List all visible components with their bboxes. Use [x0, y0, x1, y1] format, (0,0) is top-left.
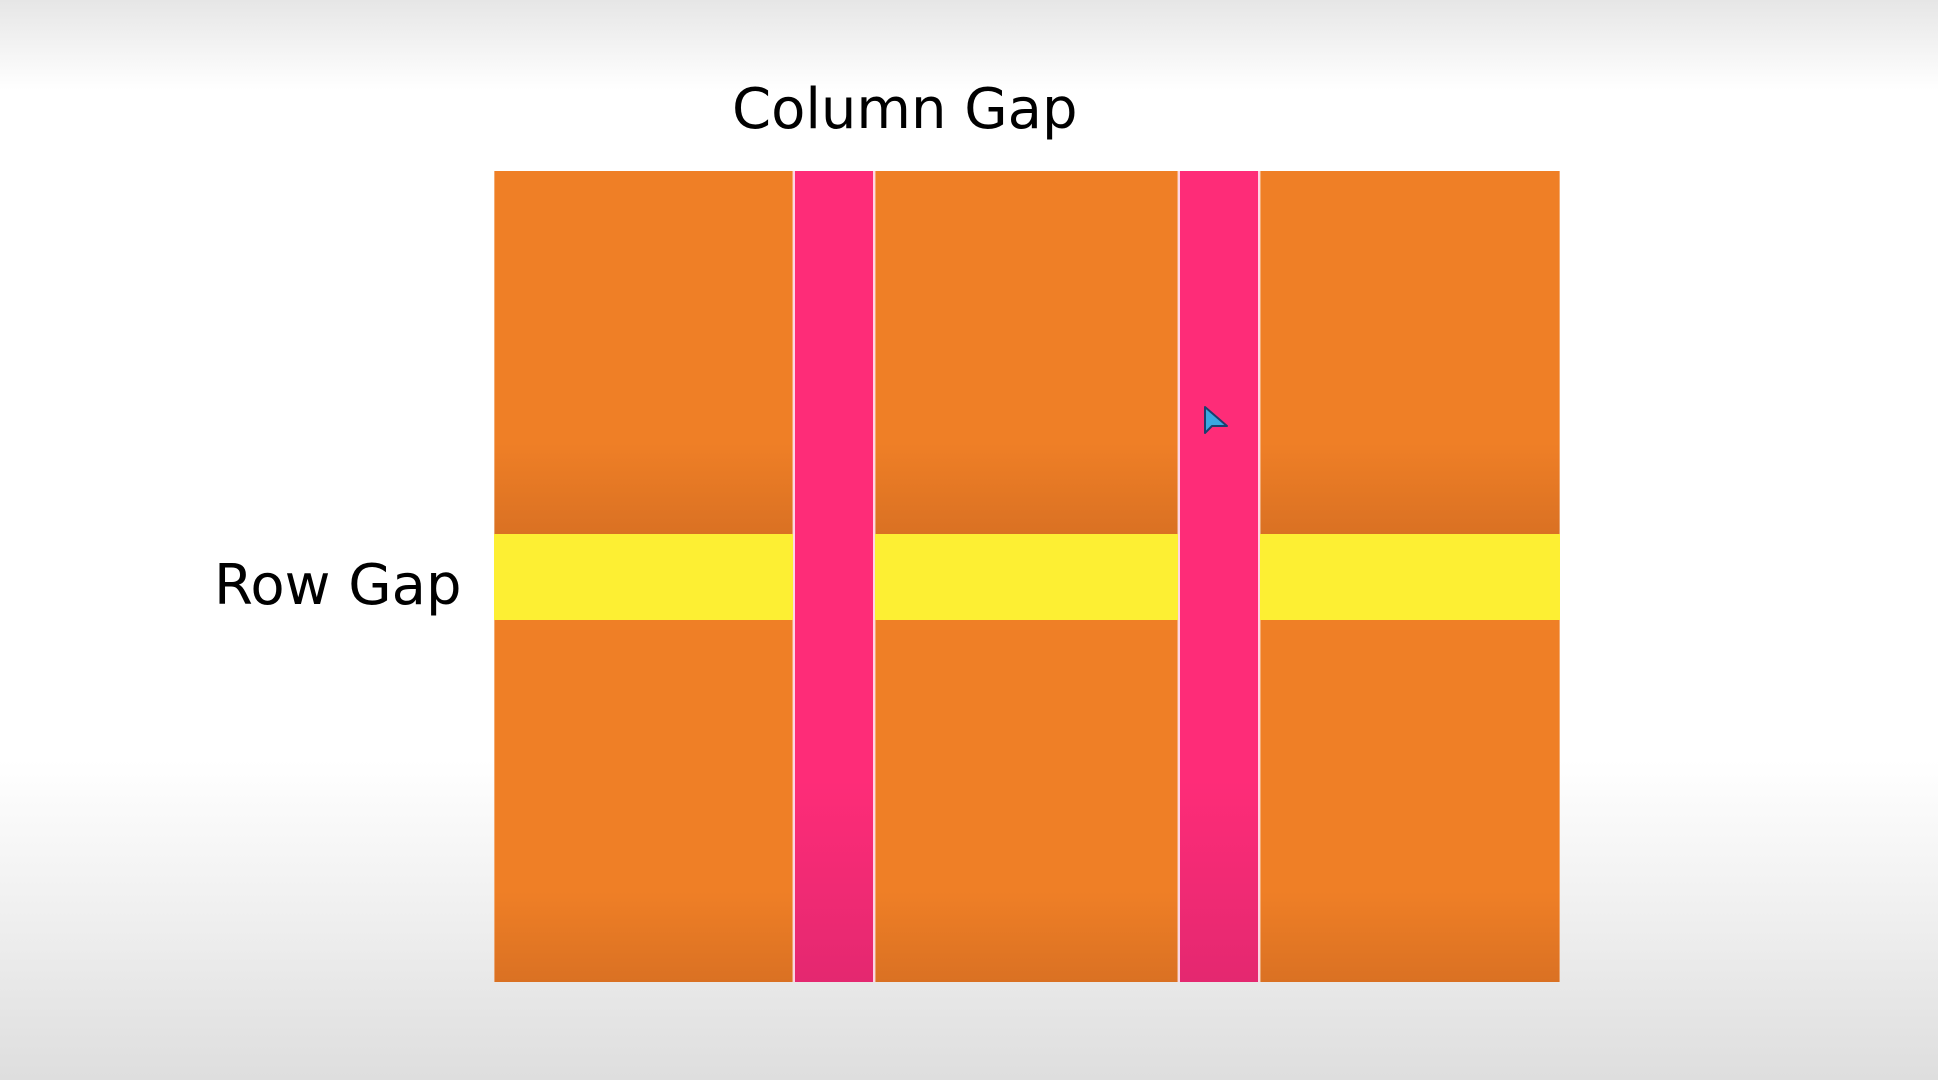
- column-gap-label: Column Gap: [732, 82, 1078, 138]
- row-gap-label: Row Gap: [214, 558, 462, 614]
- row-gap-band: [1260, 534, 1560, 620]
- row-gap-band: [875, 534, 1178, 620]
- column-gap-band: [1178, 171, 1260, 982]
- grid-cell-r1c2: [875, 171, 1178, 534]
- grid-cell-r2c2: [875, 620, 1178, 982]
- mouse-pointer-icon: [1202, 405, 1232, 439]
- grid-cell-r1c1: [494, 171, 793, 534]
- grid-diagram: [494, 171, 1560, 982]
- column-gap-band: [793, 171, 875, 982]
- grid-cell-r2c3: [1260, 620, 1560, 982]
- grid-cell-r2c1: [494, 620, 793, 982]
- row-gap-band: [494, 534, 793, 620]
- grid-cell-r1c3: [1260, 171, 1560, 534]
